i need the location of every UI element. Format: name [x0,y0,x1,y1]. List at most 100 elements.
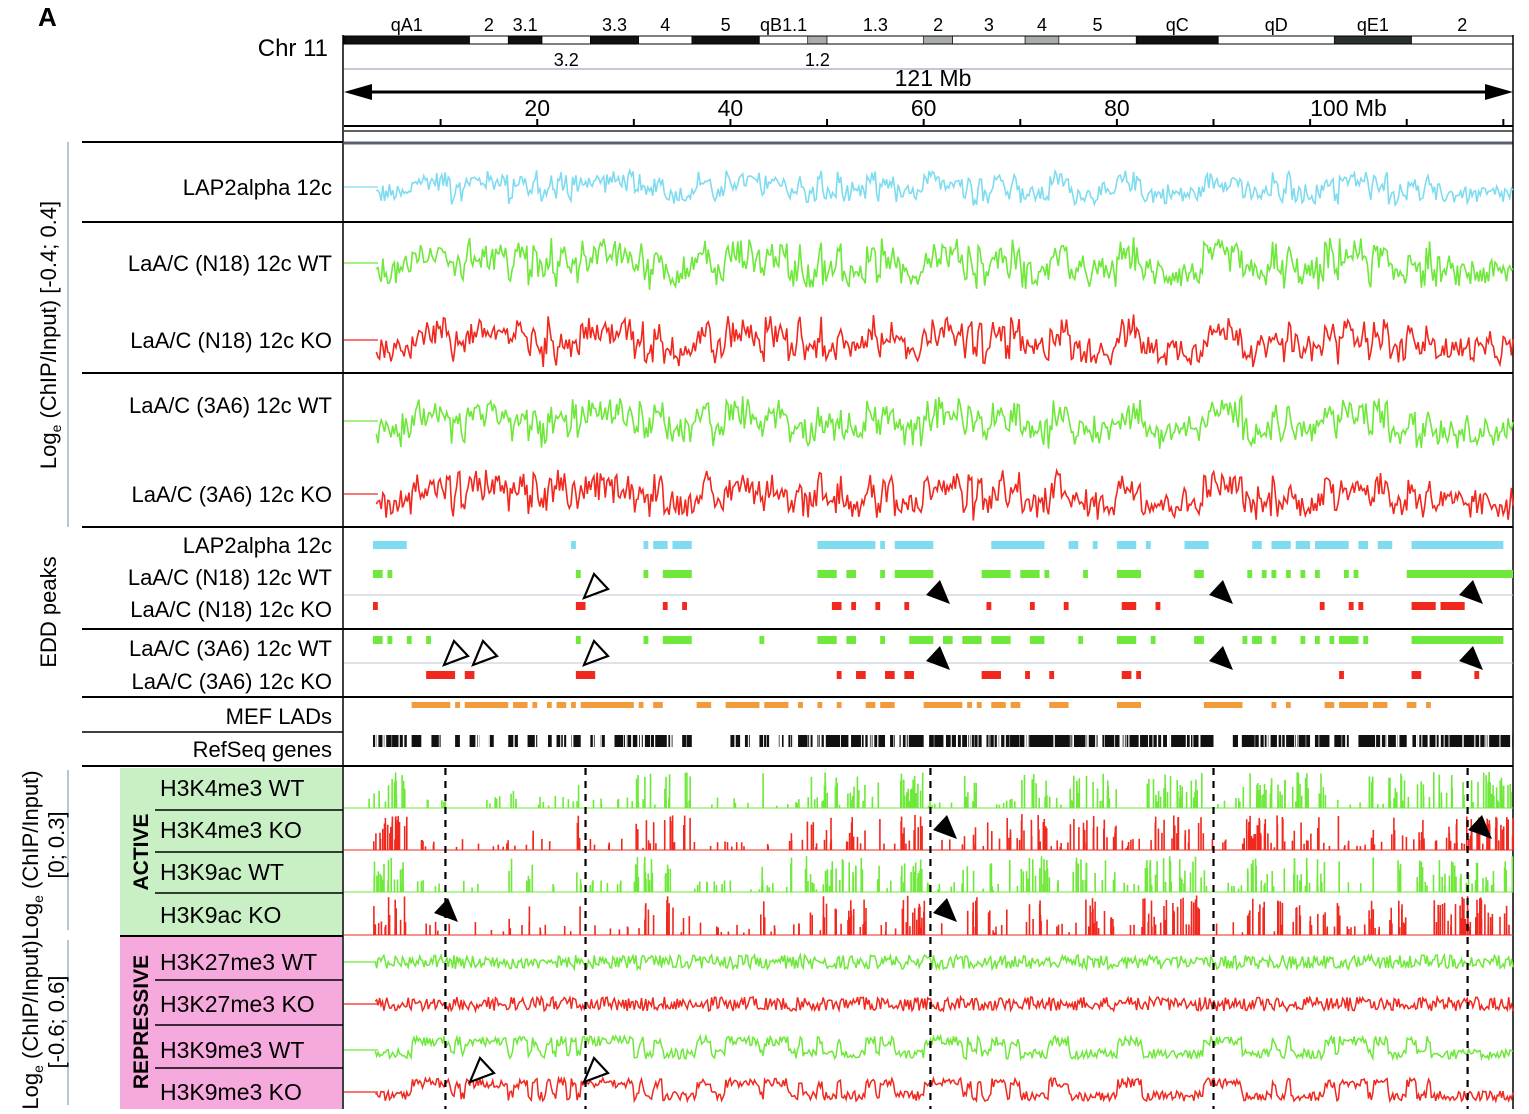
active-bar-2-445 [696,889,699,892]
active-bar-1-386 [815,847,817,850]
active-bar-1-211 [815,843,818,850]
active-bar-0-403 [1166,792,1169,808]
data-tracks [344,167,1515,1104]
active-bar-2-285 [1338,861,1340,892]
active-bar-1-173 [1445,837,1448,850]
active-bar-2-15 [1039,868,1041,892]
active-bar-2-166 [471,887,473,892]
band-label-5: 4 [660,15,670,35]
active-bar-0-488 [1402,800,1404,808]
edd2-track-0-seg-17 [1116,636,1137,644]
active-bar-1-350 [1171,838,1173,850]
active-bar-0-514 [576,801,578,808]
active-bar-2-219 [1056,882,1059,892]
active-bar-1-495 [389,833,391,850]
active-bar-1-113 [403,826,406,850]
active-bar-3-174 [1185,924,1188,935]
active-bar-2-251 [825,884,827,892]
active-group-label: ACTIVE [130,813,153,890]
active-bar-0-349 [391,779,393,808]
edd-track-0-seg-10 [1092,541,1098,549]
active-bar-2-450 [804,868,807,892]
active-bar-2-424 [903,863,906,892]
active-bar-2-172 [1040,856,1043,892]
repressive-label-2: H3K9me3 WT [160,1037,304,1063]
active-bar-1-69 [893,843,896,850]
active-bar-2-161 [919,859,922,892]
active-bar-3-298 [1309,916,1312,935]
repressive-label-0: H3K27me3 WT [160,949,317,975]
active-bar-0-265 [1393,798,1395,808]
active-bar-1-472 [683,815,686,850]
active-bar-3-83 [1296,907,1298,935]
active-bar-0-409 [512,790,515,808]
active-bar-2-156 [926,882,929,892]
lads-track-seg-9 [638,702,644,708]
active-bar-2-89 [1296,874,1299,892]
active-bar-1-365 [1476,826,1478,850]
filled-arrowhead-6 [933,815,957,839]
edd-track-2-seg-5 [851,602,857,610]
active-bar-3-76 [1324,912,1326,935]
active-bar-3-377 [1391,923,1393,935]
refseq-seg-2 [430,735,441,747]
active-bar-3-259 [819,930,822,935]
active-bar-3-52 [906,895,909,935]
active-bar-3-289 [1197,907,1199,935]
edd2-track-1-seg-12 [1339,671,1344,679]
active-bar-2-505 [1372,857,1374,892]
active-bar-3-193 [901,908,904,935]
refseq-track [372,735,1513,747]
active-bar-1-251 [477,843,480,850]
tick-label-2: 60 [911,95,937,121]
active-bar-2-78 [1247,871,1249,892]
active-bar-0-235 [915,793,917,808]
active-bar-2-227 [420,881,423,892]
active-bar-0-486 [995,804,998,808]
active-bar-0-32 [864,784,866,808]
active-bar-2-326 [1503,867,1506,892]
band-15 [1218,35,1335,45]
active-bar-2-69 [634,880,637,892]
edd-track-2-seg-13 [1319,602,1325,610]
active-bar-0-425 [906,792,908,808]
edd2-track-0-seg-13 [962,636,982,644]
edd2-track-1-seg-7 [981,671,1001,679]
active-bar-0-203 [1259,785,1261,808]
active-bar-2-134 [1114,872,1116,892]
active-bar-1-145 [1050,846,1052,850]
active-bar-3-500 [1164,919,1166,935]
active-bar-2-340 [1231,886,1233,892]
length-arrow-right [1485,84,1513,100]
band-4 [590,35,639,45]
active-bar-3-27 [748,928,750,935]
active-bar-3-349 [825,903,828,935]
active-bar-3-327 [835,909,837,935]
chromosome-length: 121 Mb [895,65,972,91]
active-bar-1-392 [391,816,394,850]
active-bar-1-398 [1069,824,1072,850]
active-bar-0-19 [776,805,778,808]
active-bar-1-87 [1273,847,1276,850]
active-bar-1-84 [812,822,815,850]
active-bar-3-251 [811,914,813,935]
band-14 [1135,35,1219,45]
active-bar-1-422 [1463,843,1466,850]
active-bar-3-392 [1439,905,1441,935]
active-bar-0-494 [1322,786,1325,808]
active-bar-0-148 [931,805,933,808]
edd-track-2-seg-7 [904,602,910,610]
active-bar-1-500 [806,821,809,850]
active-bar-2-214 [811,882,814,892]
open-arrowhead-5 [582,1056,610,1084]
band-label-13: 5 [1093,15,1103,35]
active-bar-1-409 [1132,839,1134,850]
active-bar-2-440 [1263,885,1265,892]
active-bar-1-335 [864,830,866,850]
edd-track-1-seg-17 [1271,570,1277,578]
active-bar-3-43 [940,923,943,935]
edd2-track-1-seg-0 [426,671,456,679]
active-bar-3-214 [1281,902,1284,935]
active-bar-3-95 [374,924,377,935]
